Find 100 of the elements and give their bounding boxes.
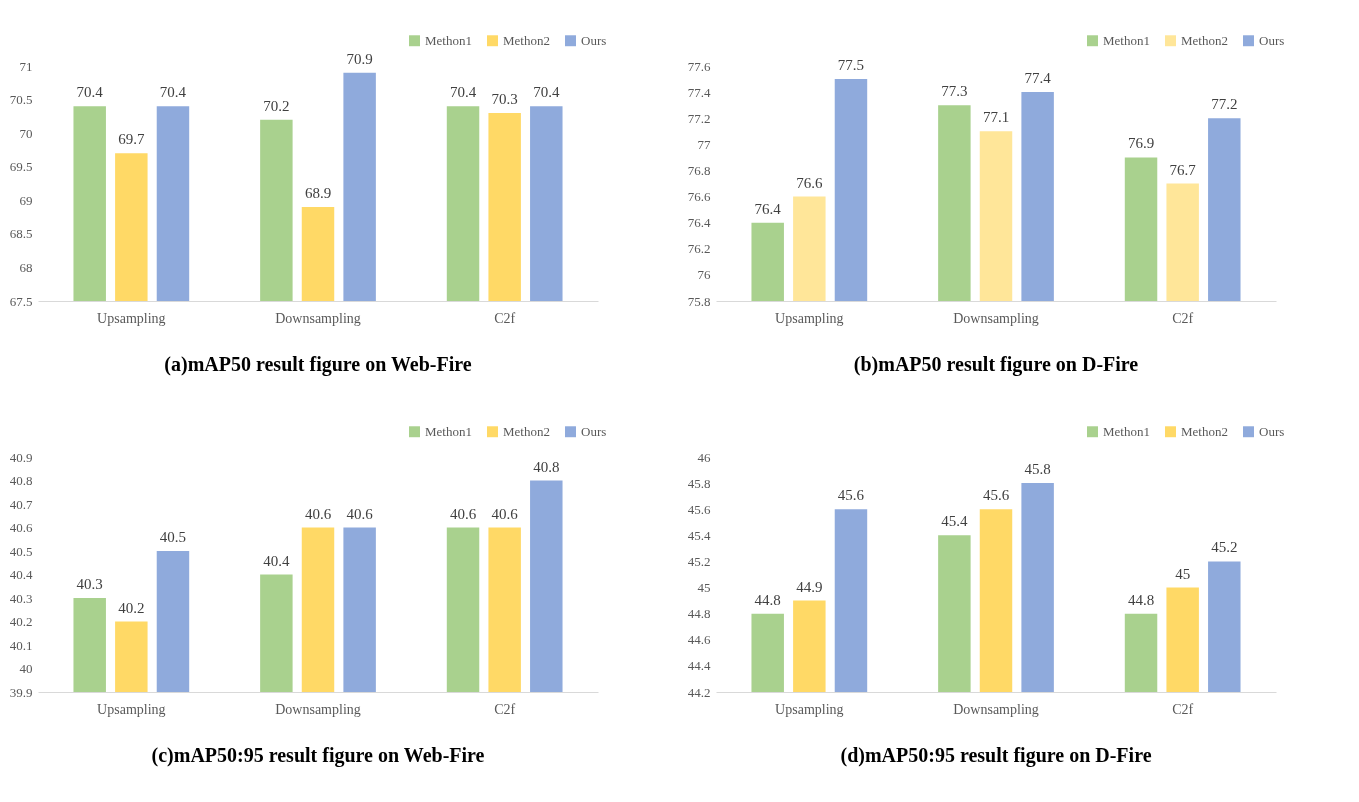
- y-tick-label: 39.9: [9, 684, 33, 700]
- x-tick-label: Downsampling: [275, 701, 361, 717]
- data-label: 40.6: [449, 505, 477, 522]
- data-label: 40.2: [118, 599, 145, 616]
- y-tick-label: 76.8: [687, 162, 711, 178]
- legend-label: Ours: [581, 423, 607, 439]
- y-tick-label: 46: [697, 449, 711, 465]
- data-label: 40.6: [346, 505, 374, 522]
- x-tick-label: Downsampling: [275, 310, 361, 326]
- y-tick-label: 77.2: [687, 110, 711, 126]
- text: (c)mAP50:95 result figure on Web-Fire: [151, 744, 485, 767]
- data-label: 77.1: [982, 109, 1010, 126]
- y-tick-label: 40.4: [9, 567, 33, 582]
- data-label: 76.6: [796, 174, 823, 191]
- data-label: 77.2: [1211, 96, 1238, 113]
- data-label: 40.4: [263, 552, 290, 569]
- data-label: 40.8: [533, 458, 560, 475]
- x-tick-label: C2f: [494, 701, 516, 717]
- y-tick-label: 44.4: [687, 658, 711, 674]
- data-label: 70.4: [533, 84, 560, 101]
- x-tick-label: Upsampling: [775, 701, 844, 717]
- y-tick-label: 69.5: [9, 159, 33, 175]
- data-label: 40.6: [491, 505, 519, 522]
- y-tick-label: 77.6: [687, 58, 711, 74]
- x-tick-label: Downsampling: [953, 701, 1039, 717]
- legend-label: Ours: [1259, 423, 1285, 439]
- x-tick-label: C2f: [494, 310, 516, 326]
- data-label: 44.9: [796, 578, 823, 595]
- data-label: 70.9: [346, 50, 373, 67]
- text: (b)mAP50 result figure on D-Fire: [853, 353, 1139, 376]
- y-tick-label: 76.6: [687, 189, 711, 205]
- data-label: 77.3: [941, 83, 968, 100]
- y-tick-label: 40.8: [9, 473, 33, 488]
- y-tick-label: 70.5: [9, 92, 33, 108]
- data-label: 70.4: [449, 84, 477, 101]
- y-tick-label: 76.2: [687, 241, 711, 257]
- data-label: 68.9: [304, 185, 332, 201]
- data-label: 44.8: [1127, 591, 1155, 608]
- data-label: 40.5: [159, 529, 187, 545]
- data-label: 77.4: [1024, 70, 1052, 87]
- y-tick-label: 69: [19, 192, 33, 208]
- legend-label: Methon2: [1181, 32, 1228, 48]
- y-tick-label: 40.2: [9, 614, 33, 629]
- data-label: 76.4: [754, 200, 782, 217]
- data-label: 45.2: [1211, 539, 1238, 556]
- x-tick-label: Upsampling: [775, 310, 844, 326]
- y-tick-label: 71: [19, 58, 33, 74]
- y-tick-label: 40.6: [9, 520, 33, 535]
- y-tick-label: 45.4: [687, 527, 711, 543]
- data-label: 70.2: [263, 97, 290, 114]
- data-label: 44.8: [754, 591, 781, 608]
- text: (d)mAP50:95 result figure on D-Fire: [840, 744, 1152, 767]
- y-tick-label: 44.6: [687, 632, 711, 648]
- y-tick-label: 67.5: [9, 293, 33, 309]
- legend-label: Methon1: [1103, 32, 1150, 48]
- y-tick-label: 76: [697, 267, 711, 283]
- y-tick-label: 40.7: [9, 496, 33, 512]
- y-tick-label: 76.4: [687, 215, 711, 231]
- y-tick-label: 70: [19, 125, 33, 141]
- y-tick-label: 44.8: [687, 606, 711, 622]
- legend-label: Methon1: [1103, 423, 1150, 439]
- data-label: 45.6: [837, 487, 865, 504]
- legend-label: Methon2: [503, 423, 550, 439]
- data-label: 40.3: [76, 576, 103, 592]
- y-tick-label: 68: [19, 259, 33, 275]
- legend-label: Methon2: [1181, 423, 1228, 439]
- y-tick-label: 45: [697, 580, 711, 596]
- y-tick-label: 44.2: [687, 684, 711, 700]
- y-tick-label: 77.4: [687, 84, 711, 100]
- y-tick-label: 40.1: [9, 637, 33, 653]
- data-label: 40.6: [304, 505, 332, 522]
- data-label: 45.6: [982, 487, 1010, 504]
- data-label: 77.5: [837, 57, 865, 74]
- legend-label: Ours: [1259, 32, 1285, 48]
- y-tick-label: 45.2: [687, 553, 711, 569]
- x-tick-label: C2f: [1172, 701, 1194, 717]
- x-tick-label: Upsampling: [97, 701, 166, 717]
- data-label: 70.3: [491, 91, 518, 107]
- data-label: 76.7: [1169, 161, 1197, 178]
- data-label: 69.7: [118, 131, 145, 148]
- data-label: 76.9: [1127, 135, 1155, 152]
- legend-label: Methon2: [503, 32, 550, 48]
- y-tick-label: 40.9: [9, 449, 33, 465]
- y-tick-label: 68.5: [9, 226, 33, 242]
- data-label: 45.4: [941, 513, 968, 530]
- data-label: 45: [1175, 565, 1191, 582]
- legend-label: Ours: [581, 32, 607, 48]
- y-tick-label: 40.5: [9, 543, 33, 559]
- y-tick-label: 40: [19, 661, 33, 676]
- x-tick-label: C2f: [1172, 310, 1194, 326]
- y-tick-label: 45.8: [687, 475, 711, 491]
- y-tick-label: 45.6: [687, 501, 711, 517]
- data-label: 45.8: [1024, 461, 1051, 478]
- x-tick-label: Downsampling: [953, 310, 1039, 326]
- data-label: 70.4: [159, 84, 187, 101]
- text: (a)mAP50 result figure on Web-Fire: [164, 353, 472, 376]
- y-tick-label: 77: [697, 136, 711, 152]
- legend-label: Methon1: [425, 32, 472, 48]
- x-tick-label: Upsampling: [97, 310, 166, 326]
- legend-label: Methon1: [425, 423, 472, 439]
